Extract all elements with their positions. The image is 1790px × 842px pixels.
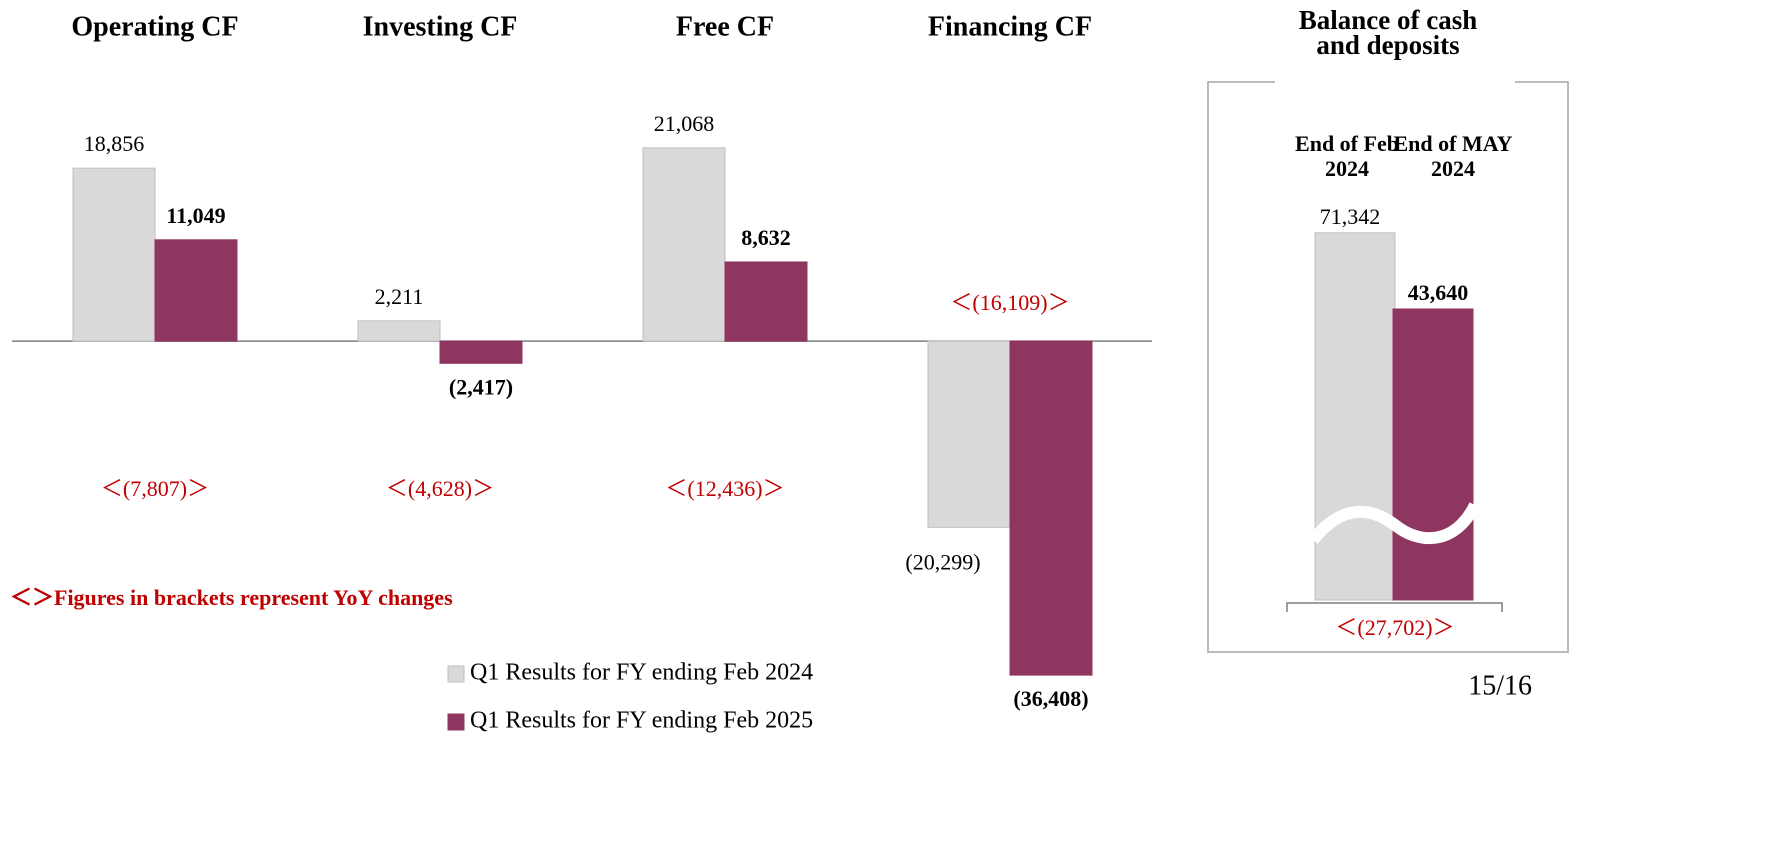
yoy-label: ＜(16,109)＞ [950,290,1069,315]
category-title: Operating CF [71,11,238,42]
bar [927,340,1011,528]
value-label: 21,068 [654,111,715,136]
bar [1392,308,1474,601]
bar [1009,340,1093,676]
value-label: (2,417) [449,374,513,399]
category-title: Financing CF [928,11,1092,42]
legend-label: Q1 Results for FY ending Feb 2025 [470,708,813,734]
bar [154,239,238,342]
category-title: Investing CF [363,11,518,42]
yoy-label: ＜(27,702)＞ [1335,615,1454,640]
value-label: 71,342 [1320,204,1381,229]
value-label: 43,640 [1408,280,1469,305]
value-label: 2,211 [375,284,424,309]
yoy-label: ＜(4,628)＞ [386,476,494,501]
frame [1207,81,1569,653]
yoy-label: ＜(7,807)＞ [101,476,209,501]
axis-break [1308,502,1481,544]
note: ＜＞Figures in brackets represent YoY chan… [10,585,453,610]
page-number: 15/16 [1468,670,1532,701]
legend-swatch [447,713,465,731]
category-title: Free CF [676,11,774,42]
inset-title: Balance of cash and deposits [1298,5,1478,60]
value-label: (36,408) [1013,686,1088,711]
bar [642,147,726,342]
value-label: 8,632 [741,225,791,250]
value-label: 11,049 [166,203,225,228]
category-label: End of Feb 2024 [1295,131,1399,181]
yoy-label: ＜(12,436)＞ [665,476,784,501]
bar [1314,232,1396,601]
legend-label: Q1 Results for FY ending Feb 2024 [470,660,813,686]
value-label: 18,856 [84,131,145,156]
bar [357,320,441,342]
bracket [1286,602,1503,612]
legend-swatch [447,665,465,683]
bar [439,340,523,364]
value-label: (20,299) [905,549,980,574]
category-label: End of MAY 2024 [1393,131,1513,181]
bar [72,167,156,342]
bar [724,261,808,342]
